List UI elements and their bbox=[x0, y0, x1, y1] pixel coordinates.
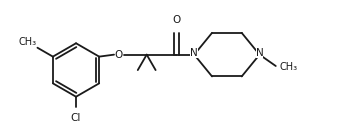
Text: CH₃: CH₃ bbox=[280, 62, 298, 72]
Text: Cl: Cl bbox=[71, 113, 81, 123]
Text: N: N bbox=[256, 48, 263, 58]
Text: CH₃: CH₃ bbox=[18, 37, 36, 47]
Text: O: O bbox=[115, 50, 123, 60]
Text: N: N bbox=[190, 48, 198, 58]
Text: O: O bbox=[172, 15, 181, 25]
